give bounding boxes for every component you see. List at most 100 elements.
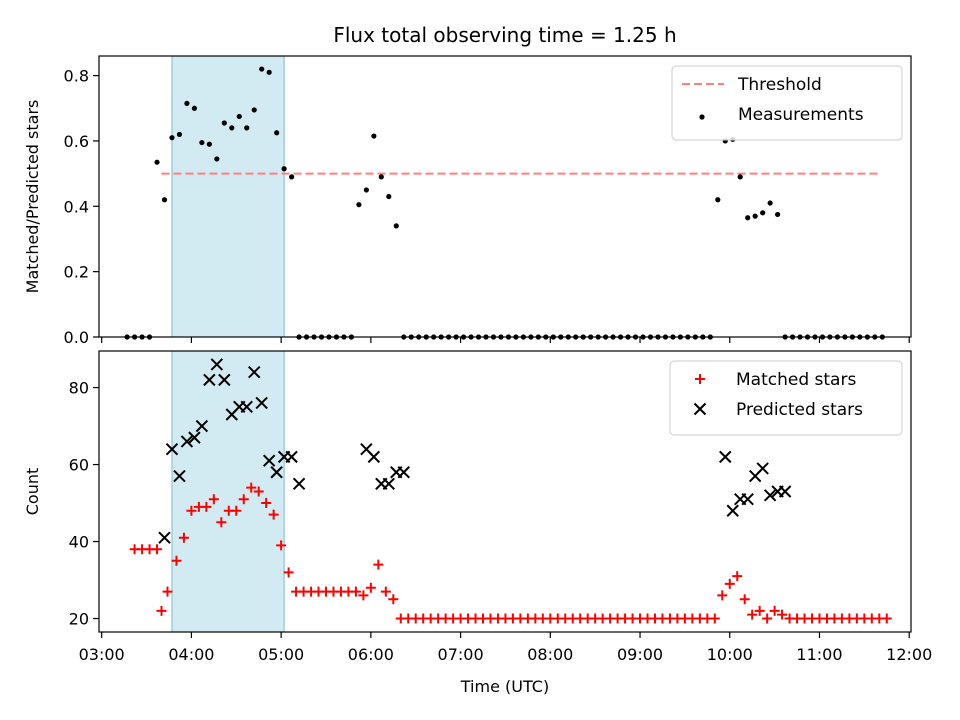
legend: Matched stars Predicted stars: [669, 360, 903, 436]
data-point: [363, 187, 369, 193]
x-tick-label: 11:00: [796, 645, 842, 664]
data-point: [767, 200, 773, 206]
data-point: [188, 431, 201, 444]
y-tick-label: 0.4: [64, 197, 89, 216]
x-tick-label: 08:00: [527, 645, 573, 664]
data-point: [274, 130, 280, 136]
data-point: [195, 419, 209, 433]
data-point: [184, 100, 190, 106]
series-predicted-stars: [158, 358, 792, 544]
data-point: [715, 197, 721, 203]
data-point: [251, 107, 257, 113]
data-point: [171, 555, 182, 566]
observing-window-shade: [171, 350, 285, 633]
data-point: [726, 504, 739, 517]
legend-label: Matched stars: [736, 370, 856, 390]
data-point: [244, 125, 250, 131]
data-point: [240, 400, 253, 414]
data-point: [382, 477, 396, 491]
data-point: [266, 69, 272, 75]
data-point: [732, 571, 743, 582]
data-point: [218, 373, 231, 387]
data-point: [752, 213, 758, 219]
data-point: [176, 131, 183, 138]
data-point: [283, 567, 294, 578]
data-point: [158, 531, 171, 544]
x-tick-label: 10:00: [707, 645, 753, 664]
data-point: [739, 594, 750, 605]
data-point: [373, 559, 384, 570]
legend-label: Predicted stars: [736, 400, 863, 420]
data-point: [745, 215, 751, 221]
legend-box: [671, 65, 903, 141]
data-point: [214, 156, 220, 162]
data-point: [881, 613, 892, 624]
y-tick-label: 60: [69, 456, 89, 475]
data-point: [378, 174, 384, 180]
data-point: [216, 517, 227, 528]
data-point: [156, 605, 167, 616]
data-point: [173, 469, 186, 483]
data-point: [756, 462, 769, 475]
axes-frame: [98, 350, 912, 633]
data-point: [289, 174, 295, 180]
x-tick-label: 05:00: [258, 645, 304, 664]
y-axis-title: Count: [23, 468, 42, 516]
y-tick-label: 0.8: [64, 67, 89, 86]
data-point: [206, 141, 212, 147]
data-point: [386, 193, 392, 200]
axes-frame: [98, 55, 912, 338]
x-tick-label: 04:00: [168, 645, 214, 664]
data-point: [161, 197, 168, 203]
data-point: [154, 159, 160, 165]
data-point: [760, 210, 766, 216]
data-point: [165, 442, 179, 456]
y-tick-label: 0.0: [64, 328, 89, 347]
data-point: [350, 586, 361, 597]
data-point: [152, 544, 163, 555]
data-point: [371, 133, 377, 139]
data-point: [367, 450, 381, 464]
data-point: [246, 482, 257, 493]
legend-box: [669, 360, 903, 436]
data-point: [737, 174, 743, 180]
data-point: [709, 613, 720, 624]
data-point: [208, 494, 219, 505]
data-point: [255, 396, 268, 410]
data-point: [169, 135, 175, 141]
data-point: [292, 477, 306, 491]
legend-marker: [699, 114, 705, 120]
data-point: [397, 466, 410, 479]
data-point: [236, 113, 242, 120]
legend-label: Threshold: [737, 75, 822, 95]
y-tick-label: 40: [69, 533, 89, 552]
data-point: [775, 211, 781, 218]
data-point: [210, 358, 224, 371]
data-point: [259, 66, 265, 72]
x-tick-label: 06:00: [348, 645, 394, 664]
data-point: [777, 609, 788, 620]
x-tick-label: 09:00: [617, 645, 663, 664]
data-point: [162, 586, 173, 597]
series-matched-stars: [129, 482, 892, 624]
data-point: [201, 501, 212, 512]
data-point: [356, 202, 362, 208]
x-axis-title: Time (UTC): [460, 677, 549, 696]
data-point: [741, 492, 754, 506]
x-tick-label: 12:00: [886, 645, 932, 664]
data-point: [262, 454, 276, 467]
data-point: [719, 450, 732, 464]
data-point: [285, 450, 298, 464]
data-point: [762, 613, 773, 624]
bottom-panel: 20 40 60 80 03:00 04:00 05:00 06:00 07:00 08:00 09…: [23, 350, 932, 696]
data-point: [393, 223, 399, 229]
data-point: [191, 105, 198, 111]
data-point: [754, 605, 765, 616]
data-point: [778, 485, 792, 498]
y-axis-title: Matched/Predicted stars: [23, 100, 42, 294]
legend-marker: [693, 402, 707, 416]
data-point: [199, 139, 205, 146]
top-panel: 0.0 0.2 0.4 0.6 0.8 Matched/Predicted stars Th…: [23, 55, 912, 347]
x-tick-label: 07:00: [438, 645, 484, 664]
